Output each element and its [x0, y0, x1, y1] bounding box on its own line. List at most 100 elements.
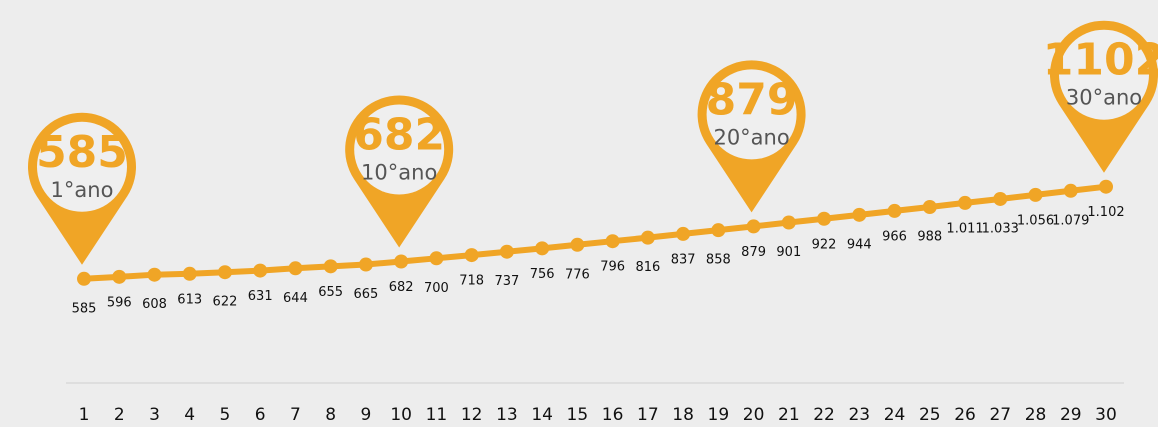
data-label: 988: [917, 229, 942, 244]
marker: [605, 234, 620, 249]
callout-inner: [37, 121, 127, 212]
marker: [852, 207, 867, 222]
x-tick-label: 1: [79, 405, 90, 425]
marker: [1063, 183, 1078, 198]
x-tick-label: 4: [184, 405, 195, 425]
marker: [711, 223, 726, 238]
data-label: 644: [283, 291, 308, 306]
x-tick-label: 16: [602, 405, 624, 425]
data-label: 737: [494, 274, 519, 289]
x-tick-label: 2: [114, 405, 125, 425]
data-label: 585: [72, 301, 97, 316]
data-label: 1.056: [1017, 213, 1054, 228]
x-tick-label: 28: [1025, 405, 1047, 425]
x-tick-label: 24: [884, 405, 906, 425]
data-label: 596: [107, 295, 132, 310]
x-tick-label: 23: [848, 405, 870, 425]
x-tick-label: 14: [531, 405, 553, 425]
data-label: 1.079: [1052, 213, 1089, 228]
data-label: 1.011: [946, 221, 983, 236]
marker: [887, 203, 902, 218]
marker: [288, 261, 303, 276]
data-label: 837: [671, 252, 696, 267]
marker: [217, 265, 232, 280]
data-label: 613: [177, 292, 202, 307]
marker: [253, 263, 268, 278]
callout-label: 30°ano: [1066, 86, 1142, 110]
marker: [781, 215, 796, 230]
x-tick-label: 13: [496, 405, 518, 425]
marker: [817, 211, 832, 226]
callout-value: 879: [706, 74, 798, 125]
marker: [394, 254, 409, 269]
data-label: 682: [389, 280, 414, 295]
marker: [147, 267, 162, 282]
data-label: 922: [812, 237, 837, 252]
callout-inner: [354, 104, 445, 195]
x-tick-label: 18: [672, 405, 694, 425]
data-label: 944: [847, 237, 872, 252]
x-tick-label: 15: [567, 405, 589, 425]
x-tick-label: 29: [1060, 405, 1082, 425]
marker: [958, 195, 973, 210]
data-label: 966: [882, 229, 907, 244]
x-tick-label: 7: [290, 405, 301, 425]
marker: [358, 257, 373, 272]
data-label: 1.102: [1087, 205, 1124, 220]
callout-value: 682: [353, 110, 445, 161]
marker: [676, 226, 691, 241]
x-tick-label: 21: [778, 405, 800, 425]
marker: [746, 219, 761, 234]
x-tick-label: 17: [637, 405, 659, 425]
marker: [429, 251, 444, 266]
x-tick-label: 6: [255, 405, 266, 425]
x-tick-label: 26: [954, 405, 976, 425]
marker: [182, 266, 197, 281]
x-tick-label: 30: [1095, 405, 1117, 425]
data-label: 608: [142, 297, 167, 312]
callout-inner: [1059, 29, 1149, 120]
marker: [535, 241, 550, 256]
data-label: 718: [459, 274, 484, 289]
marker: [499, 244, 514, 259]
data-label: 655: [318, 285, 343, 300]
marker: [323, 259, 338, 274]
x-tick-label: 10: [390, 405, 412, 425]
data-label: 631: [248, 289, 273, 304]
x-tick-label: 3: [149, 405, 160, 425]
data-label: 665: [354, 287, 379, 302]
data-label: 796: [600, 260, 625, 275]
x-tick-label: 8: [325, 405, 336, 425]
marker: [1028, 187, 1043, 202]
data-label: 901: [776, 245, 801, 260]
x-tick-label: 22: [813, 405, 835, 425]
data-label: 756: [530, 267, 555, 282]
callout-label: 10°ano: [361, 161, 437, 185]
marker: [570, 237, 585, 252]
callout-value: 585: [36, 127, 128, 178]
callout-value: 1102: [1043, 35, 1158, 86]
callout-inner: [706, 69, 797, 160]
callout-label: 20°ano: [713, 125, 789, 149]
data-label: 776: [565, 267, 590, 282]
x-tick-label: 9: [361, 405, 372, 425]
data-label: 1.033: [982, 221, 1019, 236]
data-label: 816: [635, 260, 660, 275]
marker: [993, 191, 1008, 206]
x-tick-label: 5: [220, 405, 231, 425]
marker: [922, 199, 937, 214]
data-label: 879: [741, 245, 766, 260]
marker: [1099, 179, 1113, 194]
marker: [77, 271, 91, 286]
callout-label: 1°ano: [51, 178, 114, 202]
x-tick-label: 20: [743, 405, 765, 425]
data-label: 700: [424, 281, 449, 296]
data-label: 858: [706, 253, 731, 268]
marker: [640, 230, 655, 245]
x-tick-label: 12: [461, 405, 483, 425]
marker: [112, 269, 127, 284]
x-tick-label: 19: [708, 405, 730, 425]
x-tick-label: 25: [919, 405, 941, 425]
marker: [464, 248, 479, 263]
